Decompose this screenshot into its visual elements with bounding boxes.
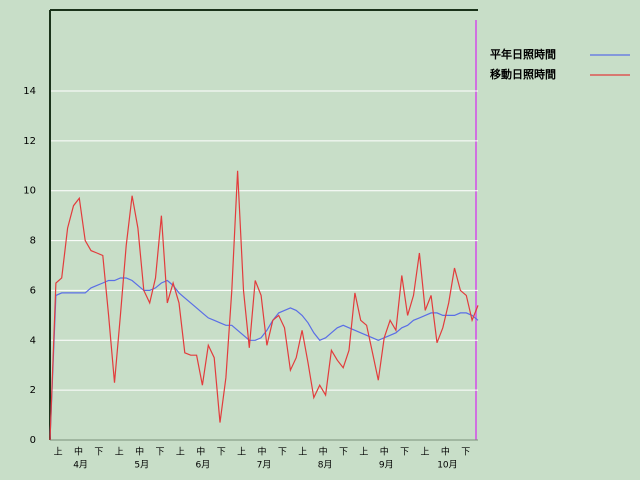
month-label: 9月 <box>379 460 394 471</box>
month-label: 4月 <box>73 460 88 471</box>
month-label: 5月 <box>134 460 149 471</box>
x-tick-label: 中 <box>135 446 144 458</box>
y-tick-label: 8 <box>30 236 36 247</box>
x-tick-label: 上 <box>298 447 307 458</box>
x-tick-label: 下 <box>278 448 287 458</box>
month-label: 6月 <box>195 460 210 471</box>
y-tick-label: 14 <box>23 86 36 97</box>
x-tick-label: 上 <box>421 447 430 458</box>
x-tick-label: 中 <box>441 446 450 458</box>
y-tick-label: 0 <box>30 435 36 446</box>
x-tick-label: 中 <box>319 446 328 458</box>
y-tick-label: 10 <box>23 186 36 197</box>
x-tick-label: 上 <box>115 447 124 458</box>
x-tick-label: 上 <box>237 447 246 458</box>
month-label: 10月 <box>437 460 457 471</box>
x-tick-label: 下 <box>156 448 165 458</box>
y-tick-label: 12 <box>23 136 36 147</box>
month-label: 8月 <box>318 460 333 471</box>
x-tick-label: 下 <box>400 448 409 458</box>
x-tick-label: 下 <box>461 448 470 458</box>
series-line <box>49 277 479 441</box>
y-tick-label: 6 <box>30 285 36 296</box>
legend-label: 平年日照時間 <box>490 47 556 61</box>
x-tick-label: 上 <box>359 447 368 458</box>
x-tick-label: 中 <box>74 446 83 458</box>
x-tick-label: 中 <box>380 446 389 458</box>
series-line <box>49 170 479 441</box>
y-tick-label: 2 <box>30 385 36 396</box>
x-tick-label: 下 <box>339 448 348 458</box>
x-tick-label: 中 <box>196 446 205 458</box>
y-tick-label: 4 <box>30 335 36 346</box>
legend-label: 移動日照時間 <box>490 67 556 81</box>
x-tick-label: 上 <box>54 447 63 458</box>
x-tick-label: 下 <box>217 448 226 458</box>
month-label: 7月 <box>257 460 272 471</box>
x-tick-label: 上 <box>176 447 185 458</box>
x-tick-label: 下 <box>94 448 103 458</box>
x-tick-label: 中 <box>257 446 266 458</box>
